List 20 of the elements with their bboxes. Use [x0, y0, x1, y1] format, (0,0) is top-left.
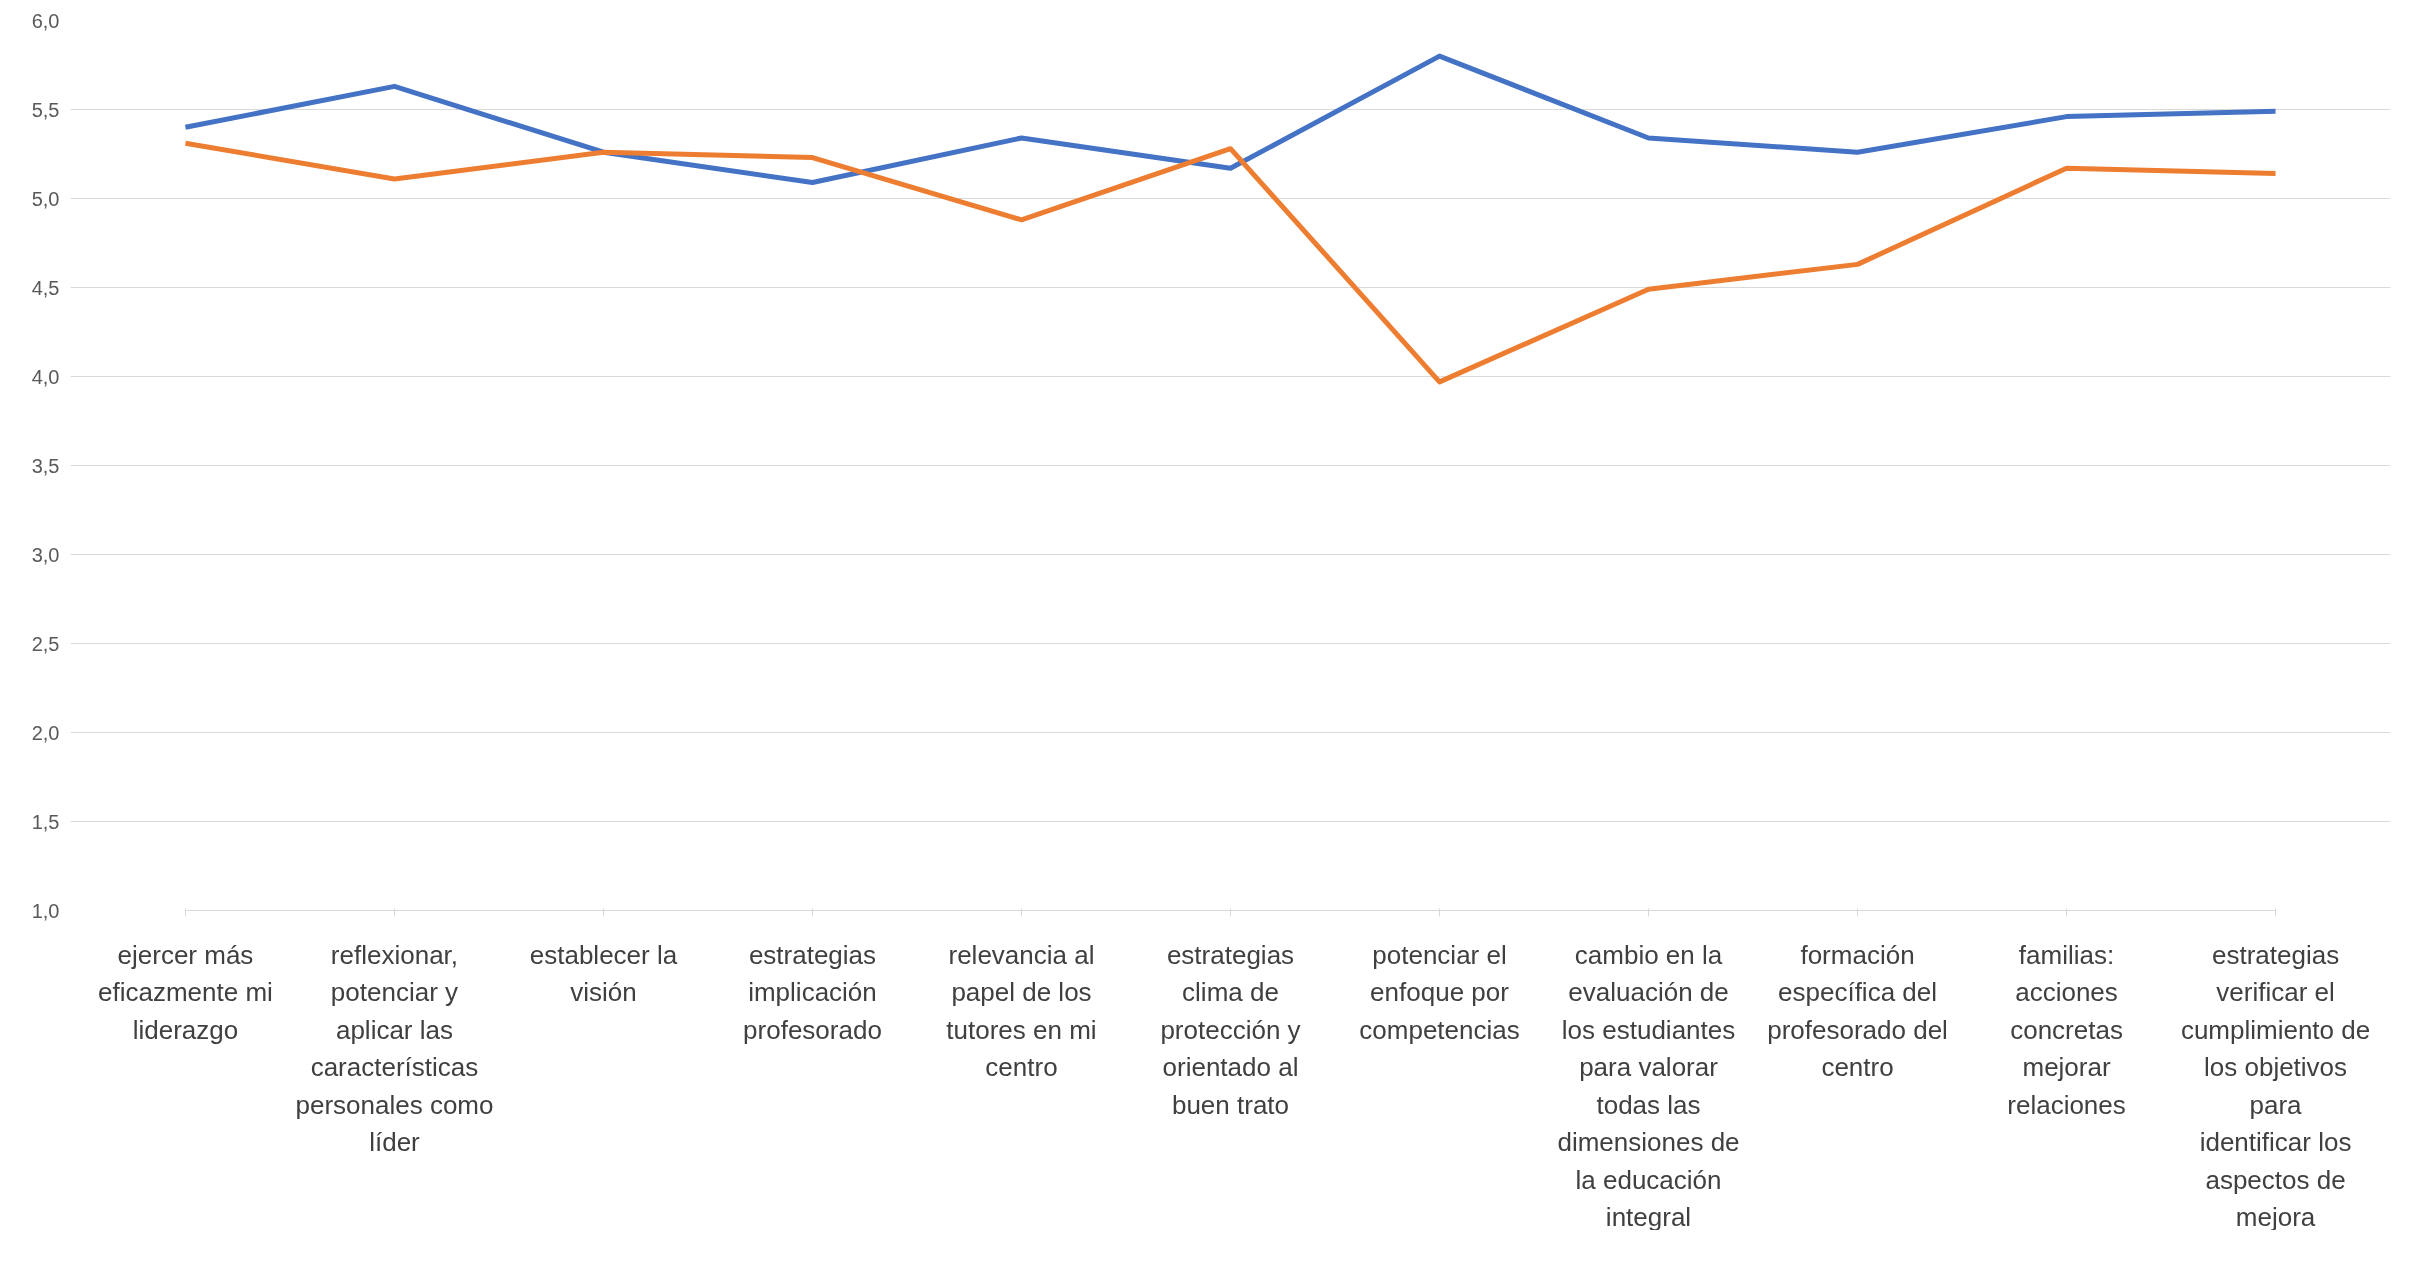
y-tick-label: 4,0	[31, 365, 60, 388]
y-tick-label: 5,0	[31, 187, 60, 210]
y-tick-label: 2,5	[31, 632, 60, 655]
x-tick-label: potenciar el enfoque por competencias	[1359, 939, 1520, 1045]
y-tick-label: 4,5	[31, 276, 60, 299]
x-tick-label: ejercer más eficazmente mi liderazgo	[98, 939, 273, 1045]
x-tick-label: formación específica del profesorado del centro	[1767, 939, 1948, 1082]
x-tick-label: estrategias implicación profesorado	[743, 939, 882, 1045]
y-tick-label: 5,5	[31, 98, 60, 121]
y-tick-label: 2,0	[31, 721, 60, 744]
x-tick-label: estrategias clima de protección y orientado al buen trato	[1160, 939, 1301, 1120]
x-tick-label: relevancia al papel de los tutores en mi centro	[946, 939, 1097, 1082]
x-tick-label: reflexionar, potenciar y aplicar las características personales como líder	[295, 939, 494, 1157]
y-tick-label: 6,0	[31, 9, 60, 32]
x-tick-label: familias: acciones concretas mejorar relaciones	[2007, 939, 2126, 1120]
y-tick-label: 1,0	[31, 899, 60, 922]
y-tick-label: 3,0	[31, 543, 60, 566]
y-tick-label: 3,5	[31, 454, 60, 477]
y-tick-label: 1,5	[31, 810, 60, 833]
x-tick-label: establecer la visión	[529, 939, 678, 1007]
